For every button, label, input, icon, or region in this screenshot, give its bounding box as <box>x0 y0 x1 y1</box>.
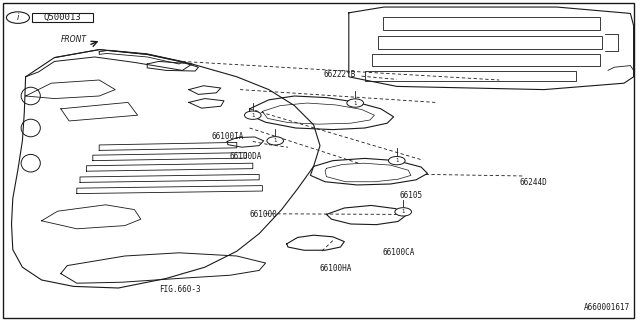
Text: 66100CA: 66100CA <box>383 248 415 257</box>
Text: FRONT: FRONT <box>61 35 87 44</box>
Text: 1: 1 <box>395 158 399 163</box>
Text: 66244D: 66244D <box>520 178 547 187</box>
Text: A660001617: A660001617 <box>584 303 630 312</box>
Text: 66222*B: 66222*B <box>323 70 356 79</box>
Text: 1: 1 <box>401 209 405 214</box>
Text: 1: 1 <box>251 113 255 118</box>
Bar <box>365 71 576 81</box>
Circle shape <box>267 137 284 145</box>
Bar <box>372 54 600 66</box>
Bar <box>383 17 600 30</box>
Text: 66100DA: 66100DA <box>229 152 262 161</box>
Text: 66105: 66105 <box>400 191 423 200</box>
Text: 1: 1 <box>273 138 277 143</box>
Circle shape <box>388 156 405 165</box>
Text: i: i <box>17 13 19 22</box>
Text: 66100IA: 66100IA <box>211 132 244 140</box>
Circle shape <box>395 208 412 216</box>
Circle shape <box>244 111 261 119</box>
Text: 661000: 661000 <box>250 210 277 219</box>
Text: FIG.660-3: FIG.660-3 <box>159 285 200 294</box>
Circle shape <box>347 99 364 107</box>
Bar <box>378 36 602 49</box>
Text: Q500013: Q500013 <box>44 13 81 22</box>
Bar <box>32 13 93 22</box>
Text: 1: 1 <box>353 100 357 106</box>
Text: 66100HA: 66100HA <box>320 264 353 273</box>
